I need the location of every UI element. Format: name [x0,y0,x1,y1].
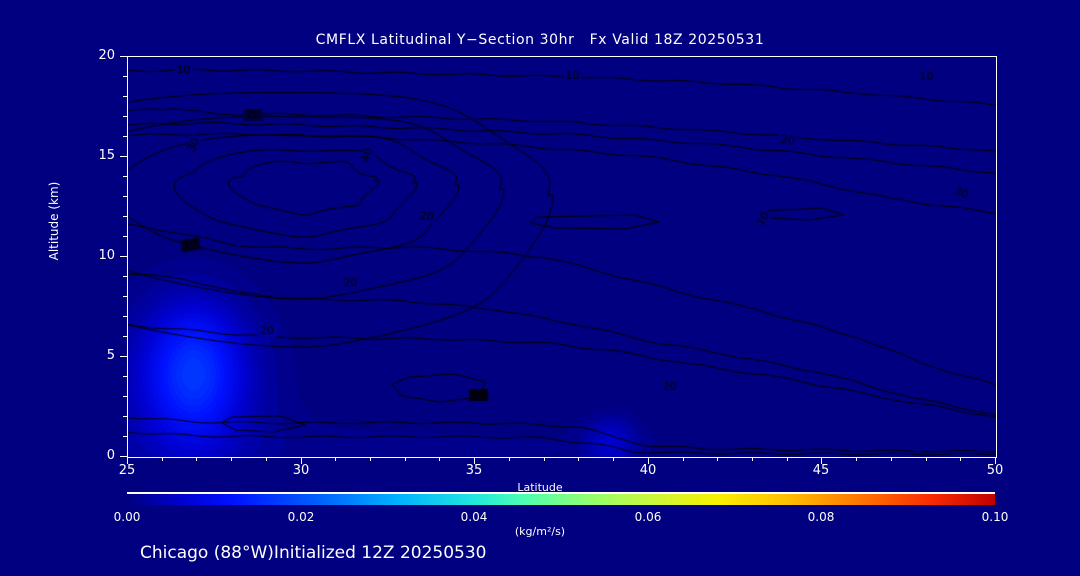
x-tick-minor [787,457,788,461]
x-tick-minor [439,457,440,461]
y-tick-minor [123,76,127,77]
x-tick-minor [231,457,232,461]
colorbar-tick-label: 0.00 [113,510,141,524]
colorbar-tick-label: 0.10 [981,510,1009,524]
x-tick-minor [162,457,163,461]
y-tick-minor [123,336,127,337]
plot-area [127,56,997,458]
y-tick-minor [123,236,127,237]
x-tick-major [821,457,822,464]
x-tick-minor [544,457,545,461]
x-tick-minor [613,457,614,461]
x-tick-minor [683,457,684,461]
x-tick-minor [752,457,753,461]
y-tick-label: 5 [106,348,115,363]
y-tick-minor [123,276,127,277]
x-tick-minor [578,457,579,461]
chart-title: CMFLX Latitudinal Y−Section 30hr Fx Vali… [315,32,765,48]
x-tick-minor [509,457,510,461]
colorbar-tick-label: 0.06 [634,510,662,524]
y-tick-label: 15 [98,148,115,163]
x-axis-title: Latitude [517,481,563,494]
x-tick-label: 30 [292,463,310,478]
x-tick-minor [266,457,267,461]
y-tick-major [120,356,127,357]
colorbar [127,492,995,505]
y-tick-label: 20 [98,48,115,63]
x-tick-major [995,457,996,464]
x-tick-minor [960,457,961,461]
y-tick-minor [123,416,127,417]
x-tick-major [301,457,302,464]
y-tick-minor [123,196,127,197]
x-tick-minor [370,457,371,461]
x-tick-minor [926,457,927,461]
colorbar-tick-label: 0.08 [807,510,835,524]
y-axis-title: Altitude (km) [47,181,61,261]
x-tick-label: 45 [812,463,830,478]
x-tick-minor [405,457,406,461]
x-tick-label: 40 [639,463,657,478]
x-tick-minor [717,457,718,461]
colorbar-tick-label: 0.04 [460,510,488,524]
x-tick-minor [891,457,892,461]
x-tick-label: 35 [465,463,483,478]
x-tick-minor [335,457,336,461]
x-tick-major [474,457,475,464]
x-tick-label: 25 [118,463,136,478]
y-tick-label: 0 [106,448,115,463]
x-tick-minor [196,457,197,461]
footer-caption: Chicago (88°W)Initialized 12Z 20250530 [140,543,487,563]
colorbar-top-rule [127,492,995,494]
x-tick-label: 50 [986,463,1004,478]
x-tick-minor [856,457,857,461]
y-tick-major [120,256,127,257]
y-tick-label: 10 [98,248,115,263]
y-tick-major [120,456,127,457]
colorbar-gradient [127,494,995,505]
x-tick-major [648,457,649,464]
cross-section-plot [128,57,996,457]
y-tick-major [120,56,127,57]
y-tick-major [120,156,127,157]
y-tick-minor [123,96,127,97]
y-tick-minor [123,116,127,117]
y-tick-minor [123,396,127,397]
y-tick-minor [123,436,127,437]
colorbar-tick-label: 0.02 [287,510,315,524]
colorbar-units-label: (kg/m²/s) [514,525,566,538]
x-tick-major [127,457,128,464]
y-tick-minor [123,216,127,217]
y-tick-minor [123,316,127,317]
y-tick-minor [123,176,127,177]
y-tick-minor [123,296,127,297]
y-tick-minor [123,376,127,377]
y-tick-minor [123,136,127,137]
